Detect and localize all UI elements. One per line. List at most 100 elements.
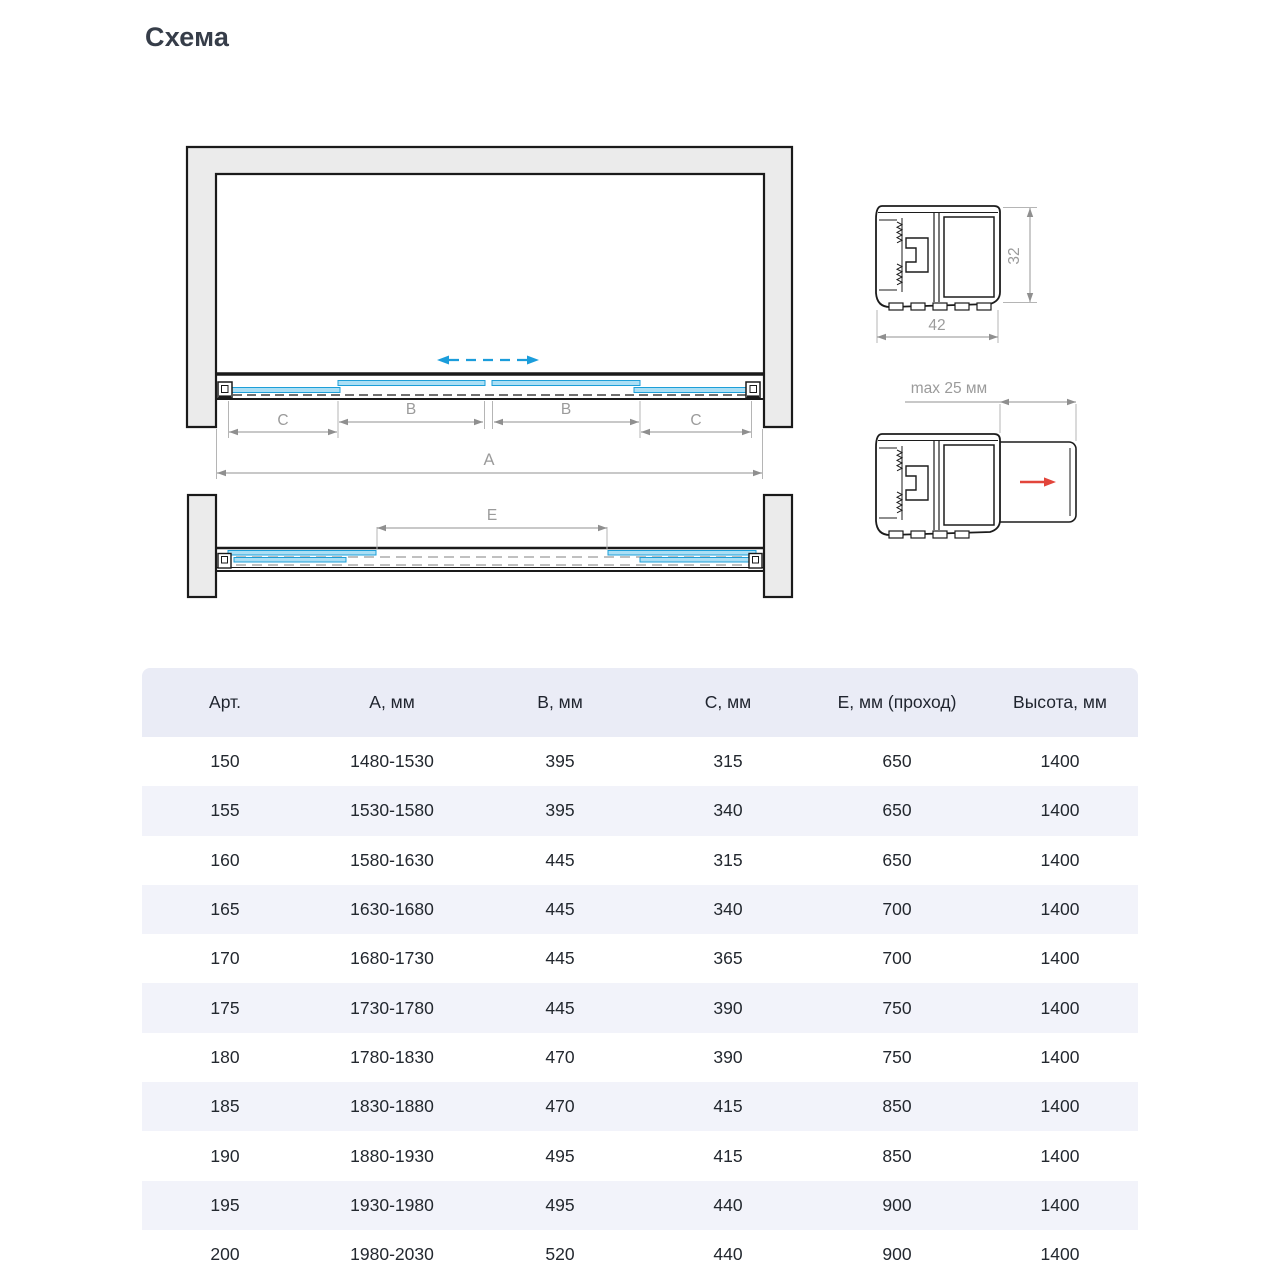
table-cell: 170 xyxy=(210,948,240,969)
dimension-e: E xyxy=(376,507,608,549)
col-header-c: С, мм xyxy=(644,668,812,737)
table-cell: 1980-2030 xyxy=(350,1244,434,1265)
fixed-panel-left xyxy=(228,387,341,393)
dimension-42: 42 xyxy=(876,310,999,343)
table-cell: 900 xyxy=(882,1194,912,1215)
table-cell: 1630-1680 xyxy=(350,899,434,920)
table-cell: 185 xyxy=(210,1096,240,1117)
table-cell: 1400 xyxy=(1040,1145,1080,1166)
table-cell: 1530-1580 xyxy=(350,800,434,821)
open-panel-lower-right xyxy=(639,557,753,563)
table-cell: 415 xyxy=(713,1096,743,1117)
niche-wall xyxy=(185,145,794,429)
wall-bracket-right xyxy=(748,552,763,569)
table-cell: 1580-1630 xyxy=(350,849,434,870)
col-header-art: Арт. xyxy=(142,668,308,737)
table-cell: 155 xyxy=(210,800,240,821)
table-cell: 495 xyxy=(545,1194,575,1215)
wall-bracket-left xyxy=(217,381,233,399)
table-cell: 390 xyxy=(713,1046,743,1067)
profile-serration-upper xyxy=(895,449,904,472)
table-cell: 445 xyxy=(545,849,575,870)
table-cell: 1480-1530 xyxy=(350,751,434,772)
table-cell: 650 xyxy=(882,849,912,870)
table-cell: 495 xyxy=(545,1145,575,1166)
main-view-open: E xyxy=(186,493,794,599)
table-cell: 195 xyxy=(210,1194,240,1215)
table-row: 185 1830-1880 470 415 850 1400 xyxy=(142,1082,1138,1132)
table-cell: 1730-1780 xyxy=(350,997,434,1018)
table-cell: 1400 xyxy=(1040,1194,1080,1215)
spec-table: Арт. А, мм В, мм С, мм Е, мм (проход) Вы… xyxy=(142,668,1138,1279)
dim-max-25-label: max 25 мм xyxy=(911,380,987,397)
table-cell: 1780-1830 xyxy=(350,1046,434,1067)
main-view-closed: B B C C A xyxy=(185,145,794,479)
open-panel-upper-right xyxy=(607,550,757,556)
col-header-b: В, мм xyxy=(476,668,644,737)
wall-bracket-right xyxy=(745,381,761,399)
table-cell: 650 xyxy=(882,751,912,772)
table-row: 160 1580-1630 445 315 650 1400 xyxy=(142,836,1138,885)
table-cell: 415 xyxy=(713,1145,743,1166)
table-cell: 175 xyxy=(210,997,240,1018)
dim-c-left-label: C xyxy=(277,412,288,429)
table-cell: 445 xyxy=(545,948,575,969)
sliding-panel-left xyxy=(337,380,486,386)
table-cell: 1400 xyxy=(1040,751,1080,772)
table-cell: 700 xyxy=(882,899,912,920)
profile-extension-section: max 25 мм xyxy=(875,380,1077,539)
col-header-e: Е, мм (проход) xyxy=(812,668,982,737)
table-cell: 315 xyxy=(713,751,743,772)
dim-e-label: E xyxy=(487,507,497,524)
col-header-a: А, мм xyxy=(308,668,476,737)
fixed-panel-right xyxy=(633,387,749,393)
table-cell: 1400 xyxy=(1040,849,1080,870)
table-cell: 470 xyxy=(545,1046,575,1067)
wall-bracket-left xyxy=(217,552,232,569)
dim-a-label: A xyxy=(483,451,494,469)
table-cell: 470 xyxy=(545,1096,575,1117)
table-row: 180 1780-1830 470 390 750 1400 xyxy=(142,1033,1138,1082)
profile-serration-lower xyxy=(895,491,904,514)
profile-body xyxy=(875,433,1001,536)
col-header-height: Высота, мм xyxy=(982,668,1138,737)
scheme-diagram: B B C C A xyxy=(185,145,1077,599)
table-cell: 440 xyxy=(713,1244,743,1265)
dim-b-right-label: B xyxy=(561,401,571,418)
table-cell: 440 xyxy=(713,1194,743,1215)
table-cell: 850 xyxy=(882,1145,912,1166)
wall-block-right xyxy=(762,493,794,599)
dim-32-label: 32 xyxy=(1006,247,1023,264)
profile-body xyxy=(875,205,1001,308)
table-cell: 1930-1980 xyxy=(350,1194,434,1215)
table-cell: 160 xyxy=(210,849,240,870)
table-row: 150 1480-1530 395 315 650 1400 xyxy=(142,737,1138,786)
table-cell: 1400 xyxy=(1040,948,1080,969)
table-cell: 1400 xyxy=(1040,1244,1080,1265)
wall-block-left xyxy=(186,493,218,599)
page-title: Схема xyxy=(145,22,230,52)
table-cell: 365 xyxy=(713,948,743,969)
table-header-row: Арт. А, мм В, мм С, мм Е, мм (проход) Вы… xyxy=(142,668,1138,737)
profile-feet xyxy=(888,302,992,311)
extension-lines xyxy=(216,401,763,479)
table-cell: 750 xyxy=(882,1046,912,1067)
profile-clip xyxy=(905,465,929,501)
table-cell: 200 xyxy=(210,1244,240,1265)
table-cell: 165 xyxy=(210,899,240,920)
profile-serration-lower xyxy=(895,263,904,286)
table-row: 200 1980-2030 520 440 900 1400 xyxy=(142,1230,1138,1279)
profile-serration-upper xyxy=(895,221,904,244)
slide-direction-arrow xyxy=(437,355,539,365)
extension-direction-arrow xyxy=(1020,477,1056,487)
table-cell: 900 xyxy=(882,1244,912,1265)
table-row: 165 1630-1680 445 340 700 1400 xyxy=(142,884,1138,935)
open-panel-lower-left xyxy=(233,557,347,563)
dim-42-label: 42 xyxy=(928,317,945,334)
table-cell: 445 xyxy=(545,997,575,1018)
dim-c-right-label: C xyxy=(690,412,701,429)
table-cell: 445 xyxy=(545,899,575,920)
profile-feet xyxy=(888,530,970,539)
table-cell: 1880-1930 xyxy=(350,1145,434,1166)
table-cell: 150 xyxy=(210,751,240,772)
